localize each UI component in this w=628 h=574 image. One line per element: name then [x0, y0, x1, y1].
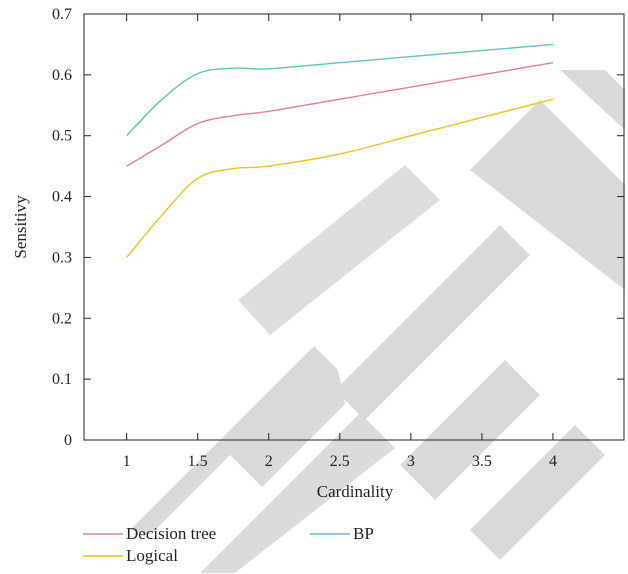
ticks-layer: 1 1.5 2 2.5 3 3.5 4 0 0.1 0.2 0.3 0.4 0.5 0.6 0.7 — [52, 6, 624, 470]
x-tick-label: 4 — [549, 453, 557, 470]
x-tick-label: 2.5 — [330, 453, 350, 470]
x-tick-label: 3.5 — [472, 453, 492, 470]
series-line-decision-tree — [126, 61, 554, 167]
legend-label-decision-tree: Decision tree — [126, 524, 216, 543]
x-tick-label: 1.5 — [188, 453, 208, 470]
plot-area — [83, 13, 625, 441]
x-tick-label: 2 — [265, 453, 273, 470]
y-tick-label: 0.7 — [52, 6, 72, 23]
x-axis-title: Cardinality — [317, 482, 394, 501]
series-line-bp — [126, 43, 554, 137]
retracted-watermark — [130, 70, 625, 573]
legend-label-logical: Logical — [126, 546, 178, 565]
x-tick-label: 3 — [407, 453, 415, 470]
x-tick-label: 1 — [123, 453, 131, 470]
plot-frame — [83, 13, 625, 441]
legend: Decision tree BP Logical — [83, 524, 374, 565]
y-tick-label: 0.1 — [52, 371, 72, 388]
series-layer — [126, 43, 554, 258]
y-tick-label: 0.6 — [52, 67, 72, 84]
y-tick-label: 0.3 — [52, 249, 72, 266]
y-tick-label: 0 — [64, 432, 72, 449]
y-tick-label: 0.2 — [52, 310, 72, 327]
legend-label-bp: BP — [353, 524, 374, 543]
series-line-logical — [126, 98, 554, 258]
y-tick-label: 0.5 — [52, 128, 72, 145]
y-axis-title: Sensitivy — [11, 195, 30, 259]
y-tick-label: 0.4 — [52, 189, 72, 206]
